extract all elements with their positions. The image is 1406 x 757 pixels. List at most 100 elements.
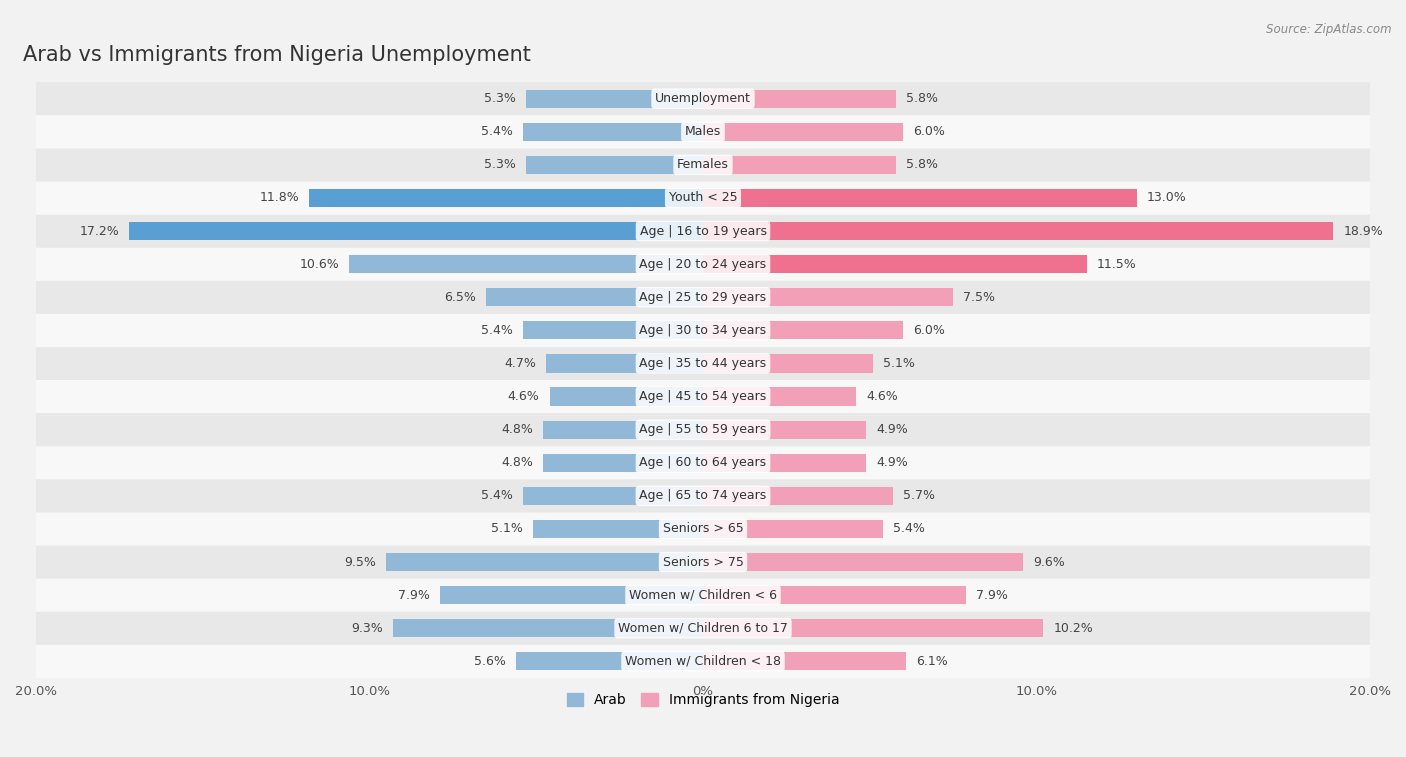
Text: Age | 25 to 29 years: Age | 25 to 29 years: [640, 291, 766, 304]
Text: Source: ZipAtlas.com: Source: ZipAtlas.com: [1267, 23, 1392, 36]
FancyBboxPatch shape: [37, 645, 1369, 678]
Bar: [547, 354, 703, 372]
Text: 4.6%: 4.6%: [508, 390, 540, 403]
Bar: [523, 487, 703, 505]
Bar: [543, 421, 703, 439]
Text: Age | 45 to 54 years: Age | 45 to 54 years: [640, 390, 766, 403]
Bar: [350, 255, 703, 273]
FancyBboxPatch shape: [37, 546, 1369, 578]
Text: 6.1%: 6.1%: [917, 655, 948, 668]
FancyBboxPatch shape: [37, 148, 1369, 182]
Text: 11.8%: 11.8%: [260, 192, 299, 204]
Bar: [703, 653, 907, 671]
Text: Females: Females: [678, 158, 728, 171]
Bar: [523, 123, 703, 141]
Text: 9.3%: 9.3%: [352, 621, 382, 634]
Text: 13.0%: 13.0%: [1146, 192, 1187, 204]
Text: 5.4%: 5.4%: [481, 324, 513, 337]
Bar: [703, 156, 897, 174]
Bar: [523, 321, 703, 339]
Bar: [703, 321, 903, 339]
Bar: [703, 388, 856, 406]
Bar: [440, 586, 703, 604]
FancyBboxPatch shape: [37, 612, 1369, 645]
FancyBboxPatch shape: [37, 578, 1369, 612]
Text: Age | 55 to 59 years: Age | 55 to 59 years: [640, 423, 766, 436]
Bar: [486, 288, 703, 307]
Bar: [703, 421, 866, 439]
FancyBboxPatch shape: [37, 115, 1369, 148]
Text: Age | 65 to 74 years: Age | 65 to 74 years: [640, 489, 766, 503]
Text: 5.3%: 5.3%: [484, 92, 516, 105]
Text: 4.9%: 4.9%: [876, 423, 908, 436]
Bar: [703, 89, 897, 107]
Text: Seniors > 75: Seniors > 75: [662, 556, 744, 569]
Text: 5.4%: 5.4%: [481, 489, 513, 503]
FancyBboxPatch shape: [37, 380, 1369, 413]
Bar: [392, 619, 703, 637]
Text: 6.0%: 6.0%: [912, 324, 945, 337]
Text: 5.3%: 5.3%: [484, 158, 516, 171]
FancyBboxPatch shape: [37, 413, 1369, 446]
FancyBboxPatch shape: [37, 248, 1369, 281]
Text: 6.0%: 6.0%: [912, 125, 945, 139]
FancyBboxPatch shape: [37, 82, 1369, 115]
Text: 7.9%: 7.9%: [977, 589, 1008, 602]
Bar: [703, 188, 1136, 207]
Bar: [703, 520, 883, 538]
FancyBboxPatch shape: [37, 214, 1369, 248]
Text: 10.6%: 10.6%: [299, 257, 339, 271]
Text: 9.5%: 9.5%: [344, 556, 377, 569]
Text: Arab vs Immigrants from Nigeria Unemployment: Arab vs Immigrants from Nigeria Unemploy…: [22, 45, 530, 65]
Bar: [550, 388, 703, 406]
Text: 10.2%: 10.2%: [1053, 621, 1092, 634]
Bar: [703, 453, 866, 472]
Bar: [703, 354, 873, 372]
Text: 5.4%: 5.4%: [481, 125, 513, 139]
Text: Age | 60 to 64 years: Age | 60 to 64 years: [640, 456, 766, 469]
Bar: [543, 453, 703, 472]
Bar: [309, 188, 703, 207]
Text: Seniors > 65: Seniors > 65: [662, 522, 744, 535]
Text: Women w/ Children < 18: Women w/ Children < 18: [626, 655, 780, 668]
Bar: [703, 619, 1043, 637]
Text: 4.9%: 4.9%: [876, 456, 908, 469]
Text: 5.4%: 5.4%: [893, 522, 925, 535]
Text: 5.8%: 5.8%: [907, 92, 938, 105]
Text: 11.5%: 11.5%: [1097, 257, 1136, 271]
FancyBboxPatch shape: [37, 314, 1369, 347]
Bar: [703, 255, 1087, 273]
Text: 4.6%: 4.6%: [866, 390, 898, 403]
Bar: [703, 123, 903, 141]
Text: 5.8%: 5.8%: [907, 158, 938, 171]
Text: 6.5%: 6.5%: [444, 291, 477, 304]
Text: 5.1%: 5.1%: [883, 357, 915, 370]
Text: Youth < 25: Youth < 25: [669, 192, 737, 204]
Text: Males: Males: [685, 125, 721, 139]
Bar: [533, 520, 703, 538]
Text: 5.1%: 5.1%: [491, 522, 523, 535]
Text: Age | 30 to 34 years: Age | 30 to 34 years: [640, 324, 766, 337]
Bar: [703, 586, 966, 604]
FancyBboxPatch shape: [37, 512, 1369, 546]
Text: Age | 16 to 19 years: Age | 16 to 19 years: [640, 225, 766, 238]
Text: 4.7%: 4.7%: [505, 357, 536, 370]
Text: 18.9%: 18.9%: [1343, 225, 1384, 238]
FancyBboxPatch shape: [37, 182, 1369, 214]
Text: 5.7%: 5.7%: [903, 489, 935, 503]
Bar: [703, 553, 1024, 571]
Text: Age | 20 to 24 years: Age | 20 to 24 years: [640, 257, 766, 271]
Text: 4.8%: 4.8%: [501, 456, 533, 469]
FancyBboxPatch shape: [37, 479, 1369, 512]
Text: Women w/ Children < 6: Women w/ Children < 6: [628, 589, 778, 602]
Bar: [526, 156, 703, 174]
Legend: Arab, Immigrants from Nigeria: Arab, Immigrants from Nigeria: [561, 687, 845, 712]
Bar: [516, 653, 703, 671]
Text: 4.8%: 4.8%: [501, 423, 533, 436]
FancyBboxPatch shape: [37, 446, 1369, 479]
Bar: [387, 553, 703, 571]
Bar: [703, 222, 1333, 240]
Text: Women w/ Children 6 to 17: Women w/ Children 6 to 17: [619, 621, 787, 634]
Bar: [703, 288, 953, 307]
Text: Age | 35 to 44 years: Age | 35 to 44 years: [640, 357, 766, 370]
